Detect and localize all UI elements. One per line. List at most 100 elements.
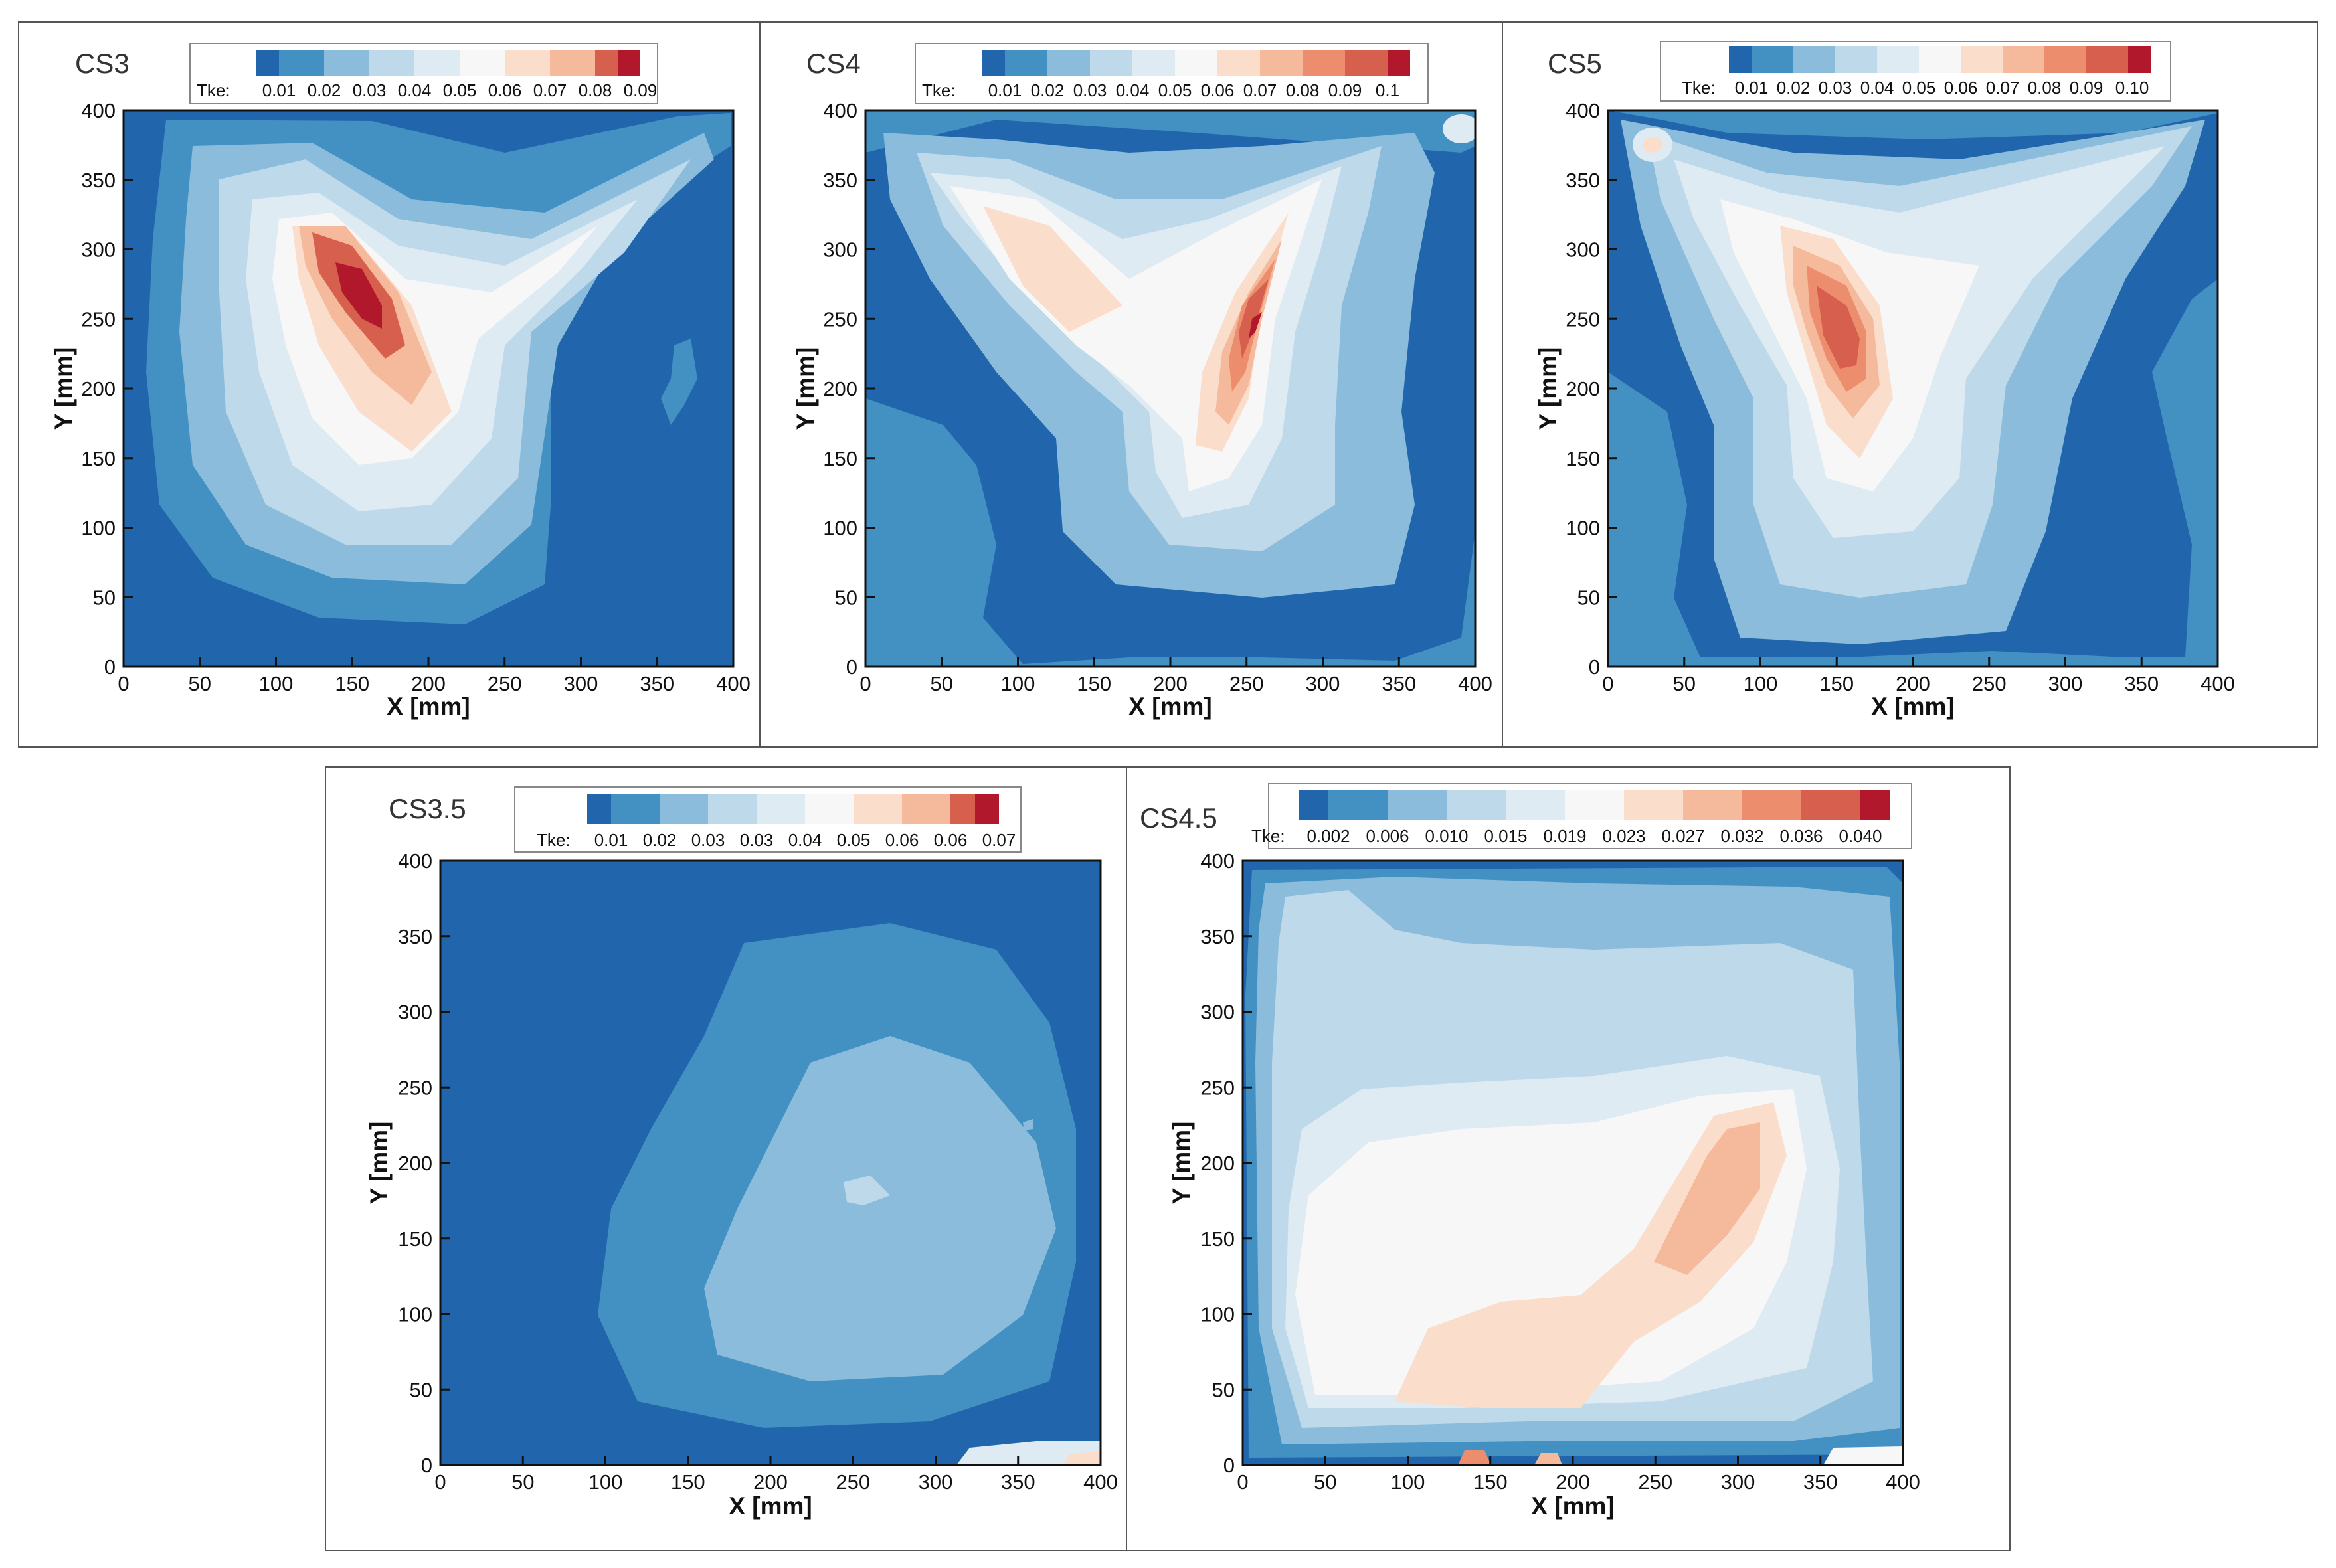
- y-tick-label: 100: [823, 517, 857, 540]
- y-tick-label: 350: [1200, 925, 1235, 948]
- axes: 0 50 100 150 200 250 300 350 400 0 50 10…: [1168, 849, 1920, 1520]
- cb-swatch: [902, 794, 950, 824]
- cb-swatch: [2003, 46, 2044, 73]
- contour-bottom-spot: [1823, 1446, 1903, 1465]
- y-tick-label: 300: [81, 238, 116, 262]
- panel-cs3-5: CS3.5 Tke: 0.01 0.02 0.03 0.03 0.04 0.05…: [365, 786, 1118, 1520]
- cb-swatch: [1090, 50, 1132, 76]
- y-tick-label: 200: [81, 377, 116, 400]
- y-tick-label: 400: [81, 99, 116, 122]
- cb-swatch: [805, 794, 854, 824]
- x-ticks: [864, 657, 1477, 667]
- cb-level-label: 0.006: [1366, 826, 1409, 846]
- y-tick-label: 150: [1200, 1227, 1235, 1251]
- axes: 0 50 100 150 200 250 300 350 400 0 50 10…: [50, 99, 751, 720]
- panel-title: CS4.5: [1140, 802, 1217, 833]
- x-tick-label: 400: [2201, 672, 2235, 695]
- y-tick-label: 400: [1200, 849, 1235, 873]
- x-tick-label: 300: [2048, 672, 2083, 695]
- y-ticks: [440, 859, 450, 1466]
- y-axis-label: Y [mm]: [1534, 347, 1562, 430]
- x-tick-label: 200: [753, 1470, 788, 1494]
- contour-band-0.03: [844, 1176, 890, 1205]
- panel-title: CS3.5: [389, 793, 466, 824]
- cb-swatch: [975, 794, 999, 824]
- cb-swatch: [1303, 50, 1345, 76]
- x-tick-label: 150: [1819, 672, 1854, 695]
- y-tick-label: 350: [81, 169, 116, 192]
- cb-level-label: 0.09: [2070, 78, 2104, 98]
- cb-level-label: 0.02: [643, 830, 677, 850]
- cb-level-label: 0.07: [533, 80, 567, 100]
- y-tick-label: 400: [1566, 99, 1600, 122]
- colorbar: Tke: 0.01 0.02 0.03 0.04 0.05 0.06 0.07 …: [1660, 41, 2171, 102]
- cb-level-label: 0.03: [740, 830, 774, 850]
- cb-swatch: [587, 794, 611, 824]
- contour-island: [661, 339, 697, 425]
- cb-swatch: [1624, 790, 1683, 820]
- cb-swatch: [1260, 50, 1303, 76]
- y-tick-label: 250: [398, 1076, 432, 1099]
- y-tick-label: 100: [398, 1303, 432, 1326]
- panel-title: CS4: [806, 48, 861, 79]
- contour-band-0.09: [335, 262, 382, 329]
- cb-level-label: 0.01: [262, 80, 296, 100]
- x-tick-label: 100: [1744, 672, 1778, 695]
- x-tick-label: 150: [671, 1470, 705, 1494]
- y-ticks: [865, 109, 875, 668]
- y-tick-label: 150: [823, 447, 857, 470]
- y-tick-label: 200: [398, 1152, 432, 1175]
- cb-swatch: [1801, 790, 1860, 820]
- x-tick-label: 300: [919, 1470, 953, 1494]
- y-tick-label: 50: [1577, 586, 1600, 609]
- colorbar: Tke: 0.002 0.006 0.010 0.015 0.019 0.023…: [1251, 783, 1912, 849]
- x-tick-label: 150: [1077, 672, 1111, 695]
- cb-level-label: 0.04: [1116, 80, 1150, 100]
- cb-swatch: [2128, 46, 2151, 73]
- cb-swatch: [256, 50, 279, 76]
- cb-level-label: 0.010: [1425, 826, 1468, 846]
- x-tick-label: 50: [1314, 1470, 1336, 1494]
- cb-level-label: 0.09: [1328, 80, 1362, 100]
- cb-swatch: [279, 50, 324, 76]
- cb-level-label: 0.01: [594, 830, 628, 850]
- cb-level-label: 0.01: [988, 80, 1022, 100]
- cb-level-label: 0.04: [788, 830, 822, 850]
- x-tick-label: 400: [1886, 1470, 1920, 1494]
- y-tick-label: 250: [823, 307, 857, 331]
- cb-level-label: 0.04: [398, 80, 432, 100]
- colorbar: Tke: 0.01 0.02 0.03 0.04 0.05 0.06 0.07 …: [915, 43, 1429, 104]
- x-tick-label: 350: [1001, 1470, 1035, 1494]
- cb-swatch: [1752, 46, 1793, 73]
- x-axis-label: X [mm]: [387, 693, 470, 720]
- cb-swatch: [618, 50, 640, 76]
- cb-swatch: [2044, 46, 2086, 73]
- cb-swatch: [2086, 46, 2128, 73]
- cb-level-label: 0.019: [1543, 826, 1586, 846]
- cb-level-label: 0.04: [1860, 78, 1894, 98]
- colorbar-title: Tke:: [1251, 826, 1285, 846]
- cb-swatch: [1506, 790, 1565, 820]
- y-tick-label: 150: [398, 1227, 432, 1251]
- x-tick-label: 350: [1382, 672, 1416, 695]
- x-tick-label: 100: [259, 672, 294, 695]
- cb-swatch: [1742, 790, 1801, 820]
- cb-swatch: [1835, 46, 1877, 73]
- cb-level-label: 0.040: [1839, 826, 1882, 846]
- x-tick-label: 0: [1602, 672, 1613, 695]
- cb-swatch: [550, 50, 595, 76]
- y-tick-label: 200: [823, 377, 857, 400]
- colorbar-title: Tke:: [922, 80, 956, 100]
- y-tick-label: 100: [81, 517, 116, 540]
- cb-level-label: 0.023: [1602, 826, 1645, 846]
- cb-swatch: [1793, 46, 1835, 73]
- cb-swatch: [1175, 50, 1217, 76]
- x-axis-label: X [mm]: [1128, 693, 1212, 720]
- x-ticks: [122, 657, 735, 667]
- panel-cs5: CS5 Tke: 0.01 0.02 0.03 0.04 0.05 0.06 0…: [1534, 41, 2235, 720]
- panel-title: CS3: [75, 48, 130, 79]
- colorbar-title: Tke:: [197, 80, 230, 100]
- cb-swatch: [1217, 50, 1260, 76]
- contour-bottom-spot: [1458, 1450, 1491, 1465]
- cb-swatch: [1345, 50, 1388, 76]
